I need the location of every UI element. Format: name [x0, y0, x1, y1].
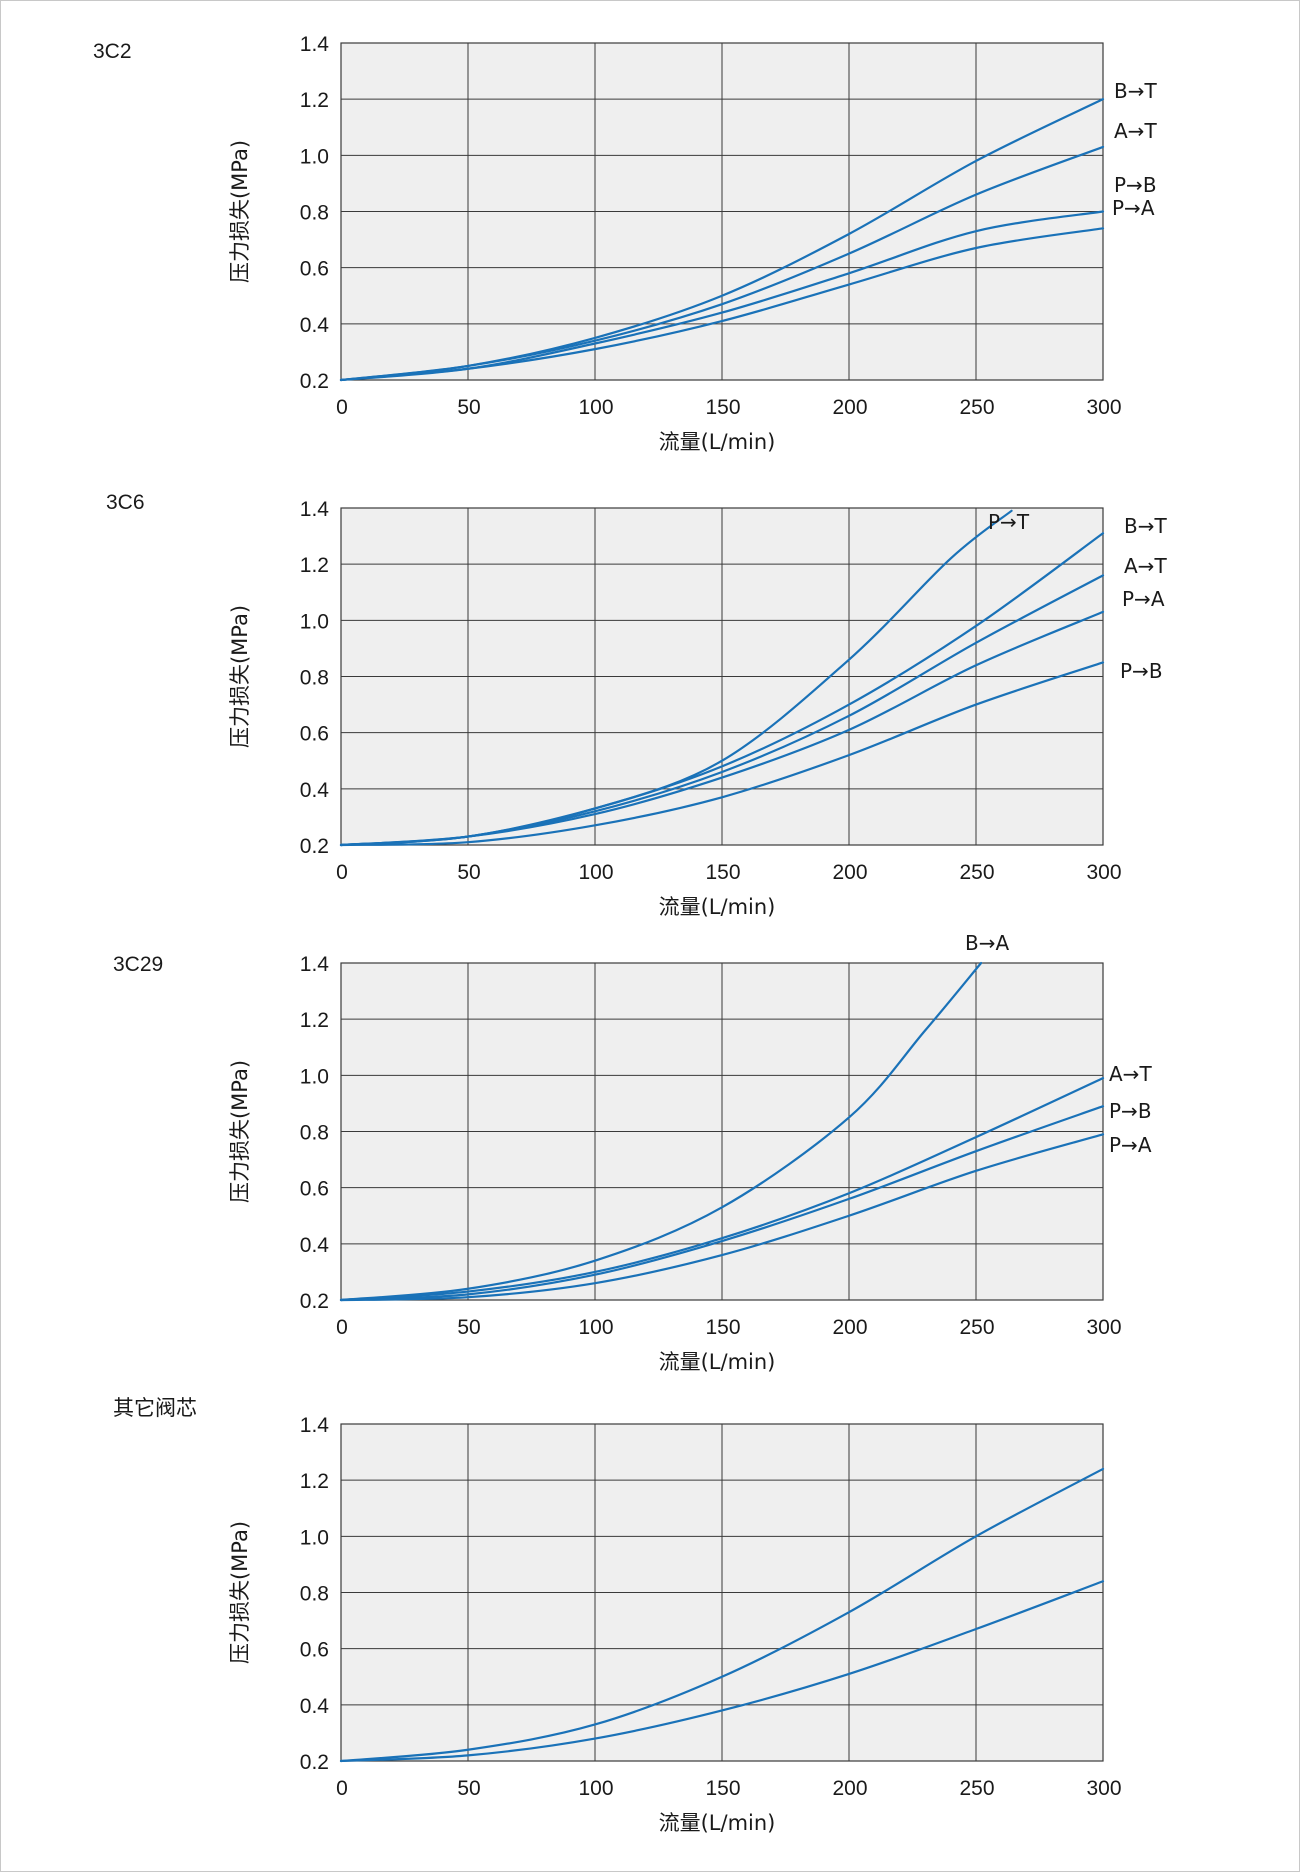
- y-tick-label: 1.2: [300, 1470, 329, 1493]
- x-tick-label: 250: [959, 396, 994, 419]
- y-tick-label: 1.4: [300, 1414, 330, 1437]
- chart-title: 其它阀芯: [113, 1397, 197, 1420]
- series-label: A→T: [1109, 1062, 1152, 1086]
- x-tick-label: 100: [578, 396, 613, 419]
- y-tick-label: 1.0: [300, 145, 329, 168]
- y-axis-label: 压力损失(MPa): [228, 605, 252, 748]
- x-tick-label: 150: [705, 1777, 740, 1800]
- x-tick-label: 300: [1086, 1316, 1121, 1339]
- x-axis-label: 流量(L/min): [659, 1350, 776, 1374]
- x-tick-label: 100: [578, 1316, 613, 1339]
- x-tick-label: 50: [457, 861, 480, 884]
- chart-title: 3C29: [113, 953, 163, 976]
- series-line: [339, 1133, 1105, 1302]
- x-tick-label: 200: [832, 861, 867, 884]
- x-tick-label: 50: [457, 1316, 480, 1339]
- x-tick-label: 50: [457, 396, 480, 419]
- x-tick-label: 50: [457, 1777, 480, 1800]
- x-tick-label: 150: [705, 396, 740, 419]
- series-label: P→T: [988, 510, 1030, 534]
- series-label: P→A: [1112, 196, 1155, 220]
- x-tick-label: 250: [959, 861, 994, 884]
- series-line: [339, 227, 1105, 382]
- y-tick-label: 0.8: [300, 202, 329, 225]
- y-tick-label: 1.4: [300, 498, 330, 521]
- y-tick-label: 1.2: [300, 89, 329, 112]
- x-tick-label: 150: [705, 1316, 740, 1339]
- y-tick-label: 0.6: [300, 723, 329, 746]
- y-tick-label: 0.2: [300, 1751, 329, 1774]
- series-label: P→A: [1109, 1133, 1152, 1157]
- series-line: [339, 1580, 1105, 1763]
- x-tick-label: 0: [336, 1316, 348, 1339]
- y-tick-label: 1.0: [300, 1526, 329, 1549]
- series-label: P→B: [1109, 1099, 1152, 1123]
- series-label: P→B: [1120, 659, 1163, 683]
- x-axis-label: 流量(L/min): [659, 430, 776, 454]
- chart-4: 0 50 100 150 200 250 300 1.4 1.2 1.0 0.8 0.6 0.4 0.2 其…: [113, 1397, 1122, 1835]
- y-tick-label: 1.4: [300, 33, 330, 56]
- y-tick-label: 1.2: [300, 554, 329, 577]
- series-label: P→B: [1114, 173, 1157, 197]
- y-axis-label: 压力损失(MPa): [228, 140, 252, 283]
- x-tick-label: 200: [832, 1777, 867, 1800]
- y-tick-label: 0.6: [300, 258, 329, 281]
- x-axis-label: 流量(L/min): [659, 895, 776, 919]
- chart-title: 3C2: [93, 40, 132, 63]
- series-label: A→T: [1124, 554, 1167, 578]
- y-tick-label: 0.8: [300, 667, 329, 690]
- x-tick-label: 300: [1086, 861, 1121, 884]
- x-tick-label: 0: [336, 861, 348, 884]
- y-tick-label: 0.2: [300, 370, 329, 393]
- series-label: B→A: [965, 931, 1009, 955]
- y-tick-label: 0.6: [300, 1639, 329, 1662]
- y-tick-label: 0.4: [300, 1234, 330, 1257]
- x-tick-label: 250: [959, 1777, 994, 1800]
- x-tick-label: 200: [832, 1316, 867, 1339]
- x-tick-label: 0: [336, 1777, 348, 1800]
- y-tick-label: 0.4: [300, 1695, 330, 1718]
- y-tick-label: 0.2: [300, 835, 329, 858]
- series-label: A→T: [1114, 119, 1157, 143]
- chart-3: 0 50 100 150 200 250 300 1.4 1.2 1.0 0.8 0.6 0.4 0.2 3…: [113, 931, 1152, 1374]
- y-axis-label: 压力损失(MPa): [228, 1521, 252, 1664]
- y-tick-label: 0.6: [300, 1178, 329, 1201]
- x-tick-label: 150: [705, 861, 740, 884]
- series-line: [339, 145, 1105, 382]
- series-line: [339, 1077, 1105, 1302]
- y-tick-label: 0.8: [300, 1122, 329, 1145]
- chart-1: 0 50 100 150 200 250 300 1.4 1.2 1.0 0.8 0.6 0.4 0.2 3…: [93, 33, 1157, 454]
- series-line: [339, 610, 1105, 847]
- x-tick-label: 300: [1086, 1777, 1121, 1800]
- x-tick-label: 300: [1086, 396, 1121, 419]
- series-line: [339, 1105, 1105, 1302]
- series-label: B→T: [1114, 79, 1157, 103]
- chart-title: 3C6: [106, 491, 145, 514]
- chart-2: 0 50 100 150 200 250 300 1.4 1.2 1.0 0.8 0.6 0.4 0.2 3…: [106, 491, 1167, 919]
- series-label: B→T: [1124, 514, 1167, 538]
- series-label: P→A: [1122, 587, 1165, 611]
- x-tick-label: 200: [832, 396, 867, 419]
- y-tick-label: 0.4: [300, 314, 330, 337]
- y-tick-label: 1.4: [300, 953, 330, 976]
- x-tick-label: 100: [578, 1777, 613, 1800]
- series-line: [339, 661, 1105, 847]
- y-tick-label: 0.8: [300, 1583, 329, 1606]
- series-line: [339, 1467, 1105, 1763]
- y-tick-label: 1.0: [300, 1065, 329, 1088]
- y-tick-label: 1.2: [300, 1009, 329, 1032]
- x-axis-label: 流量(L/min): [659, 1811, 776, 1835]
- y-tick-label: 0.4: [300, 779, 330, 802]
- x-tick-label: 250: [959, 1316, 994, 1339]
- y-tick-label: 0.2: [300, 1290, 329, 1313]
- y-axis-label: 压力损失(MPa): [228, 1060, 252, 1203]
- y-tick-label: 1.0: [300, 610, 329, 633]
- x-tick-label: 0: [336, 396, 348, 419]
- x-tick-label: 100: [578, 861, 613, 884]
- series-line: [339, 961, 983, 1302]
